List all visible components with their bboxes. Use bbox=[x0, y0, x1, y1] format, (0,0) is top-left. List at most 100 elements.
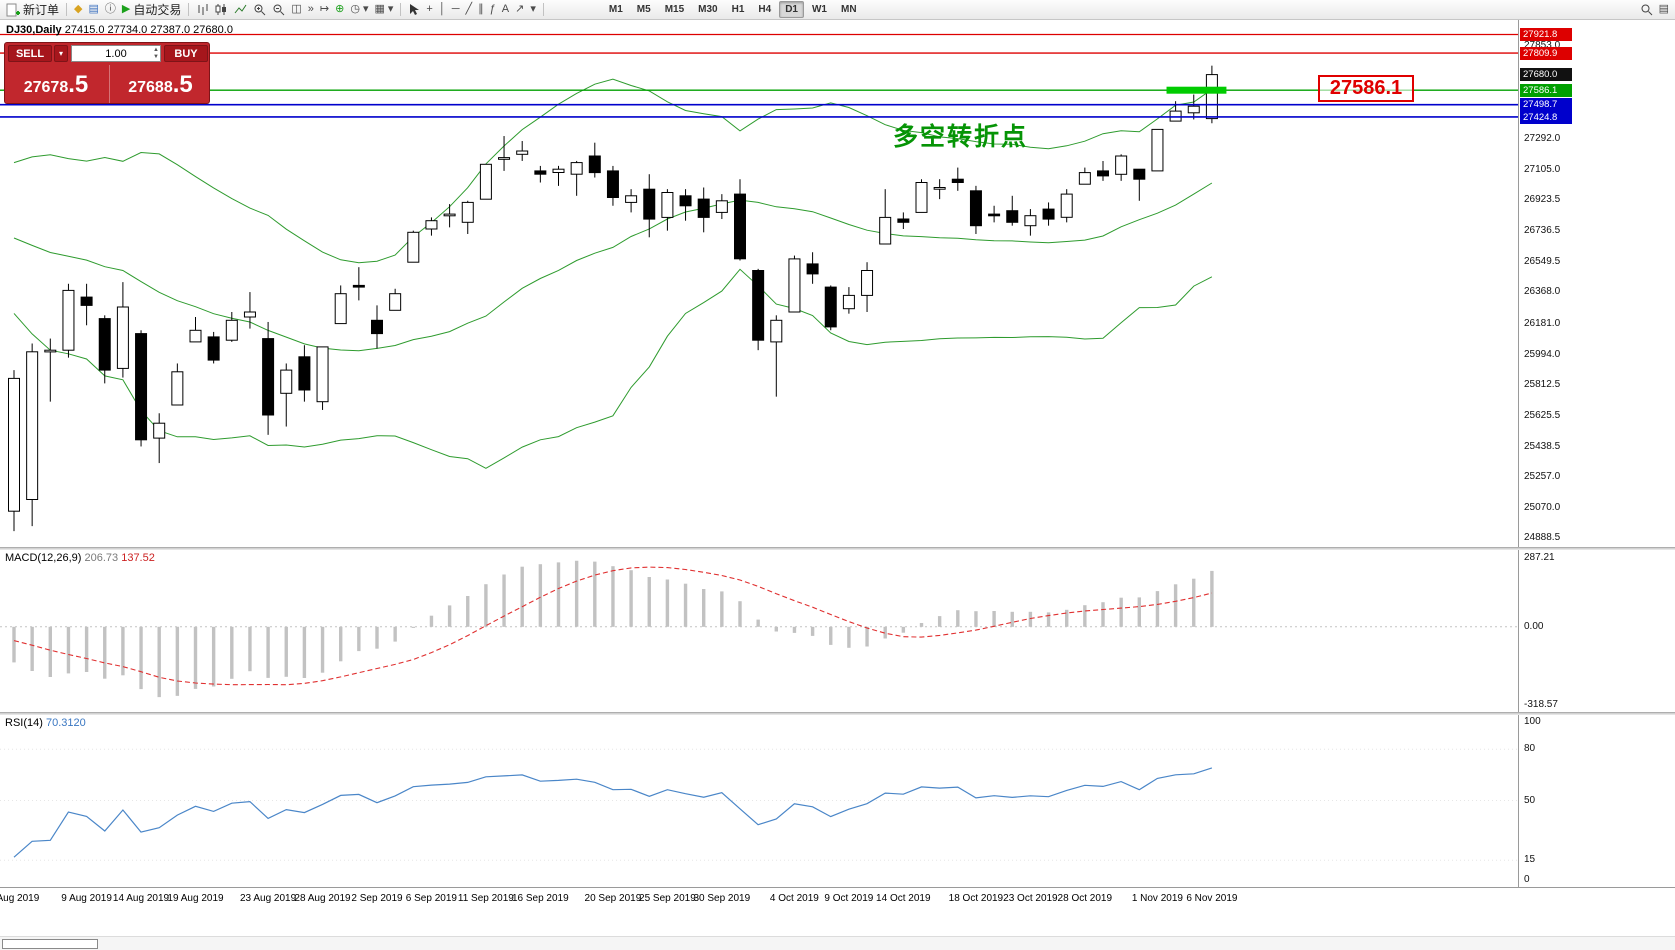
text-tool-button[interactable]: A bbox=[499, 1, 512, 19]
cursor-tool-button[interactable] bbox=[405, 1, 423, 19]
price-axis-label: 26923.5 bbox=[1524, 194, 1561, 206]
chart-shift-button[interactable]: ↦ bbox=[317, 1, 332, 19]
templates-button[interactable]: ▦ ▾ bbox=[371, 1, 396, 19]
auto-scroll-button[interactable]: » bbox=[305, 1, 317, 19]
macd-main-value: 206.73 bbox=[84, 552, 119, 564]
date-axis-label: 9 Oct 2019 bbox=[824, 893, 874, 904]
price-level-callout: 27586.1 bbox=[1318, 75, 1414, 102]
price-axis-separator bbox=[1518, 20, 1519, 888]
volume-input[interactable]: 1.00 ▲ ▼ bbox=[71, 45, 161, 62]
volume-stepper[interactable]: ▲ ▼ bbox=[153, 47, 159, 61]
date-axis-label: 14 Aug 2019 bbox=[112, 893, 170, 904]
price-axis[interactable]: 27853.027666.027479.027292.027105.026923… bbox=[1519, 20, 1675, 547]
price-line-label: 27680.0 bbox=[1520, 68, 1572, 82]
candlestick-chart-button[interactable] bbox=[212, 1, 231, 19]
candles bbox=[8, 65, 1218, 532]
search-button[interactable] bbox=[1637, 1, 1656, 19]
timeframe-w1[interactable]: W1 bbox=[811, 4, 827, 15]
line-chart-button[interactable] bbox=[231, 1, 250, 19]
auto-scroll-icon: » bbox=[307, 3, 314, 15]
stepper-down-icon[interactable]: ▼ bbox=[153, 54, 159, 60]
timeframe-d1[interactable]: D1 bbox=[779, 1, 804, 18]
periods-button[interactable]: ◷ ▾ bbox=[347, 1, 371, 19]
highlighted-segment[interactable] bbox=[1166, 86, 1227, 94]
trendline-icon: ╱ bbox=[465, 3, 473, 15]
buy-price[interactable]: 27688.5 bbox=[109, 65, 211, 103]
new-order-button[interactable]: 新订单 bbox=[3, 1, 62, 19]
horizontal-scrollbar[interactable] bbox=[0, 936, 1675, 950]
price-line-label: 27809.9 bbox=[1520, 46, 1572, 60]
price-axis-label: 25812.5 bbox=[1524, 378, 1561, 390]
sell-button[interactable]: SELL bbox=[8, 45, 52, 62]
indicators-button[interactable]: ⊕ bbox=[332, 1, 347, 19]
shapes-dropdown-button[interactable]: ▾ bbox=[527, 1, 539, 19]
tile-windows-button[interactable]: ◫ bbox=[288, 1, 304, 19]
rsi-axis-label: 50 bbox=[1524, 794, 1536, 806]
vertical-line-tool-button[interactable]: │ bbox=[436, 1, 449, 19]
rsi-value: 70.3120 bbox=[45, 717, 86, 729]
shapes-dropdown-icon: ▾ bbox=[530, 3, 536, 15]
date-axis-label: 23 Oct 2019 bbox=[1003, 893, 1058, 904]
rsi-pane[interactable] bbox=[0, 715, 1518, 886]
pane-separator[interactable] bbox=[0, 712, 1675, 715]
price-axis-label: 25257.0 bbox=[1524, 470, 1561, 482]
layout-button[interactable]: ▤ bbox=[1656, 1, 1672, 19]
bar-chart-button[interactable] bbox=[193, 1, 212, 19]
profile-button[interactable]: ▤ bbox=[85, 1, 101, 19]
sell-price[interactable]: 27678.5 bbox=[23, 71, 89, 98]
timeframe-m1[interactable]: M1 bbox=[608, 4, 623, 15]
caret-down-icon: ▾ bbox=[58, 49, 63, 58]
main-chart-pane[interactable] bbox=[0, 20, 1518, 547]
bollinger-middle bbox=[13, 182, 1213, 352]
expert-advisors-button[interactable]: ◆ bbox=[71, 1, 85, 19]
date-axis-label: 30 Sep 2019 bbox=[693, 893, 751, 904]
timeframe-m5[interactable]: M5 bbox=[636, 4, 651, 15]
date-axis-label: 20 Sep 2019 bbox=[584, 893, 642, 904]
time-axis-separator bbox=[0, 887, 1675, 888]
tile-windows-icon: ◫ bbox=[291, 3, 302, 15]
price-axis-label: 26368.0 bbox=[1524, 286, 1561, 298]
price-axis-label: 24888.5 bbox=[1524, 532, 1561, 543]
timeframe-mn[interactable]: MN bbox=[840, 4, 857, 15]
stepper-up-icon[interactable]: ▲ bbox=[153, 47, 159, 53]
rsi-axis-label: 80 bbox=[1524, 743, 1536, 755]
horizontal-lines[interactable] bbox=[0, 33, 1518, 118]
horizontal-line-tool-button[interactable]: ─ bbox=[449, 1, 463, 19]
help-button[interactable]: ⓘ bbox=[102, 1, 119, 19]
arrow-tool-button[interactable]: ↗ bbox=[512, 1, 527, 19]
profile-icon: ▤ bbox=[88, 3, 99, 15]
timeframe-h1[interactable]: H1 bbox=[731, 4, 745, 15]
zoom-out-button[interactable] bbox=[269, 1, 288, 19]
price-line-label: 27586.1 bbox=[1520, 83, 1572, 97]
candlestick-chart-icon bbox=[215, 4, 227, 15]
timeframe-m30[interactable]: M30 bbox=[698, 4, 718, 15]
timeframe-h4[interactable]: H4 bbox=[758, 4, 772, 15]
price-axis-label: 25625.5 bbox=[1524, 409, 1561, 421]
macd-signal-line bbox=[13, 566, 1213, 686]
macd-axis-label: 0.00 bbox=[1524, 620, 1544, 632]
pane-separator[interactable] bbox=[0, 547, 1675, 550]
buy-button[interactable]: BUY bbox=[164, 45, 208, 62]
widget-menu-caret[interactable]: ▾ bbox=[54, 45, 68, 62]
bar-chart-icon bbox=[198, 4, 208, 15]
toolbar-separator bbox=[542, 3, 544, 16]
expert-advisors-icon: ◆ bbox=[74, 3, 83, 15]
date-axis-label: 4 Oct 2019 bbox=[769, 893, 819, 904]
scrollbar-thumb[interactable] bbox=[2, 939, 98, 949]
timeframe-m15[interactable]: M15 bbox=[664, 4, 685, 15]
zoom-in-button[interactable] bbox=[250, 1, 269, 19]
text-tool-icon: A bbox=[501, 3, 510, 15]
macd-axis-label: 287.21 bbox=[1524, 552, 1555, 563]
macd-pane[interactable] bbox=[0, 550, 1518, 712]
symbol-label: DJ30,Daily bbox=[6, 24, 62, 36]
channel-tool-button[interactable]: ∥ bbox=[475, 1, 487, 19]
fibonacci-icon: ƒ bbox=[489, 3, 496, 15]
autotrading-button[interactable]: ▶ 自动交易 bbox=[119, 1, 184, 19]
fibonacci-tool-button[interactable]: ƒ bbox=[487, 1, 499, 19]
trendline-tool-button[interactable]: ╱ bbox=[463, 1, 476, 19]
price-axis-label: 25438.5 bbox=[1524, 440, 1561, 452]
macd-axis: 287.21 0.00 -318.57 bbox=[1519, 550, 1675, 712]
channel-icon: ∥ bbox=[478, 3, 484, 15]
crosshair-tool-button[interactable]: + bbox=[423, 1, 435, 19]
